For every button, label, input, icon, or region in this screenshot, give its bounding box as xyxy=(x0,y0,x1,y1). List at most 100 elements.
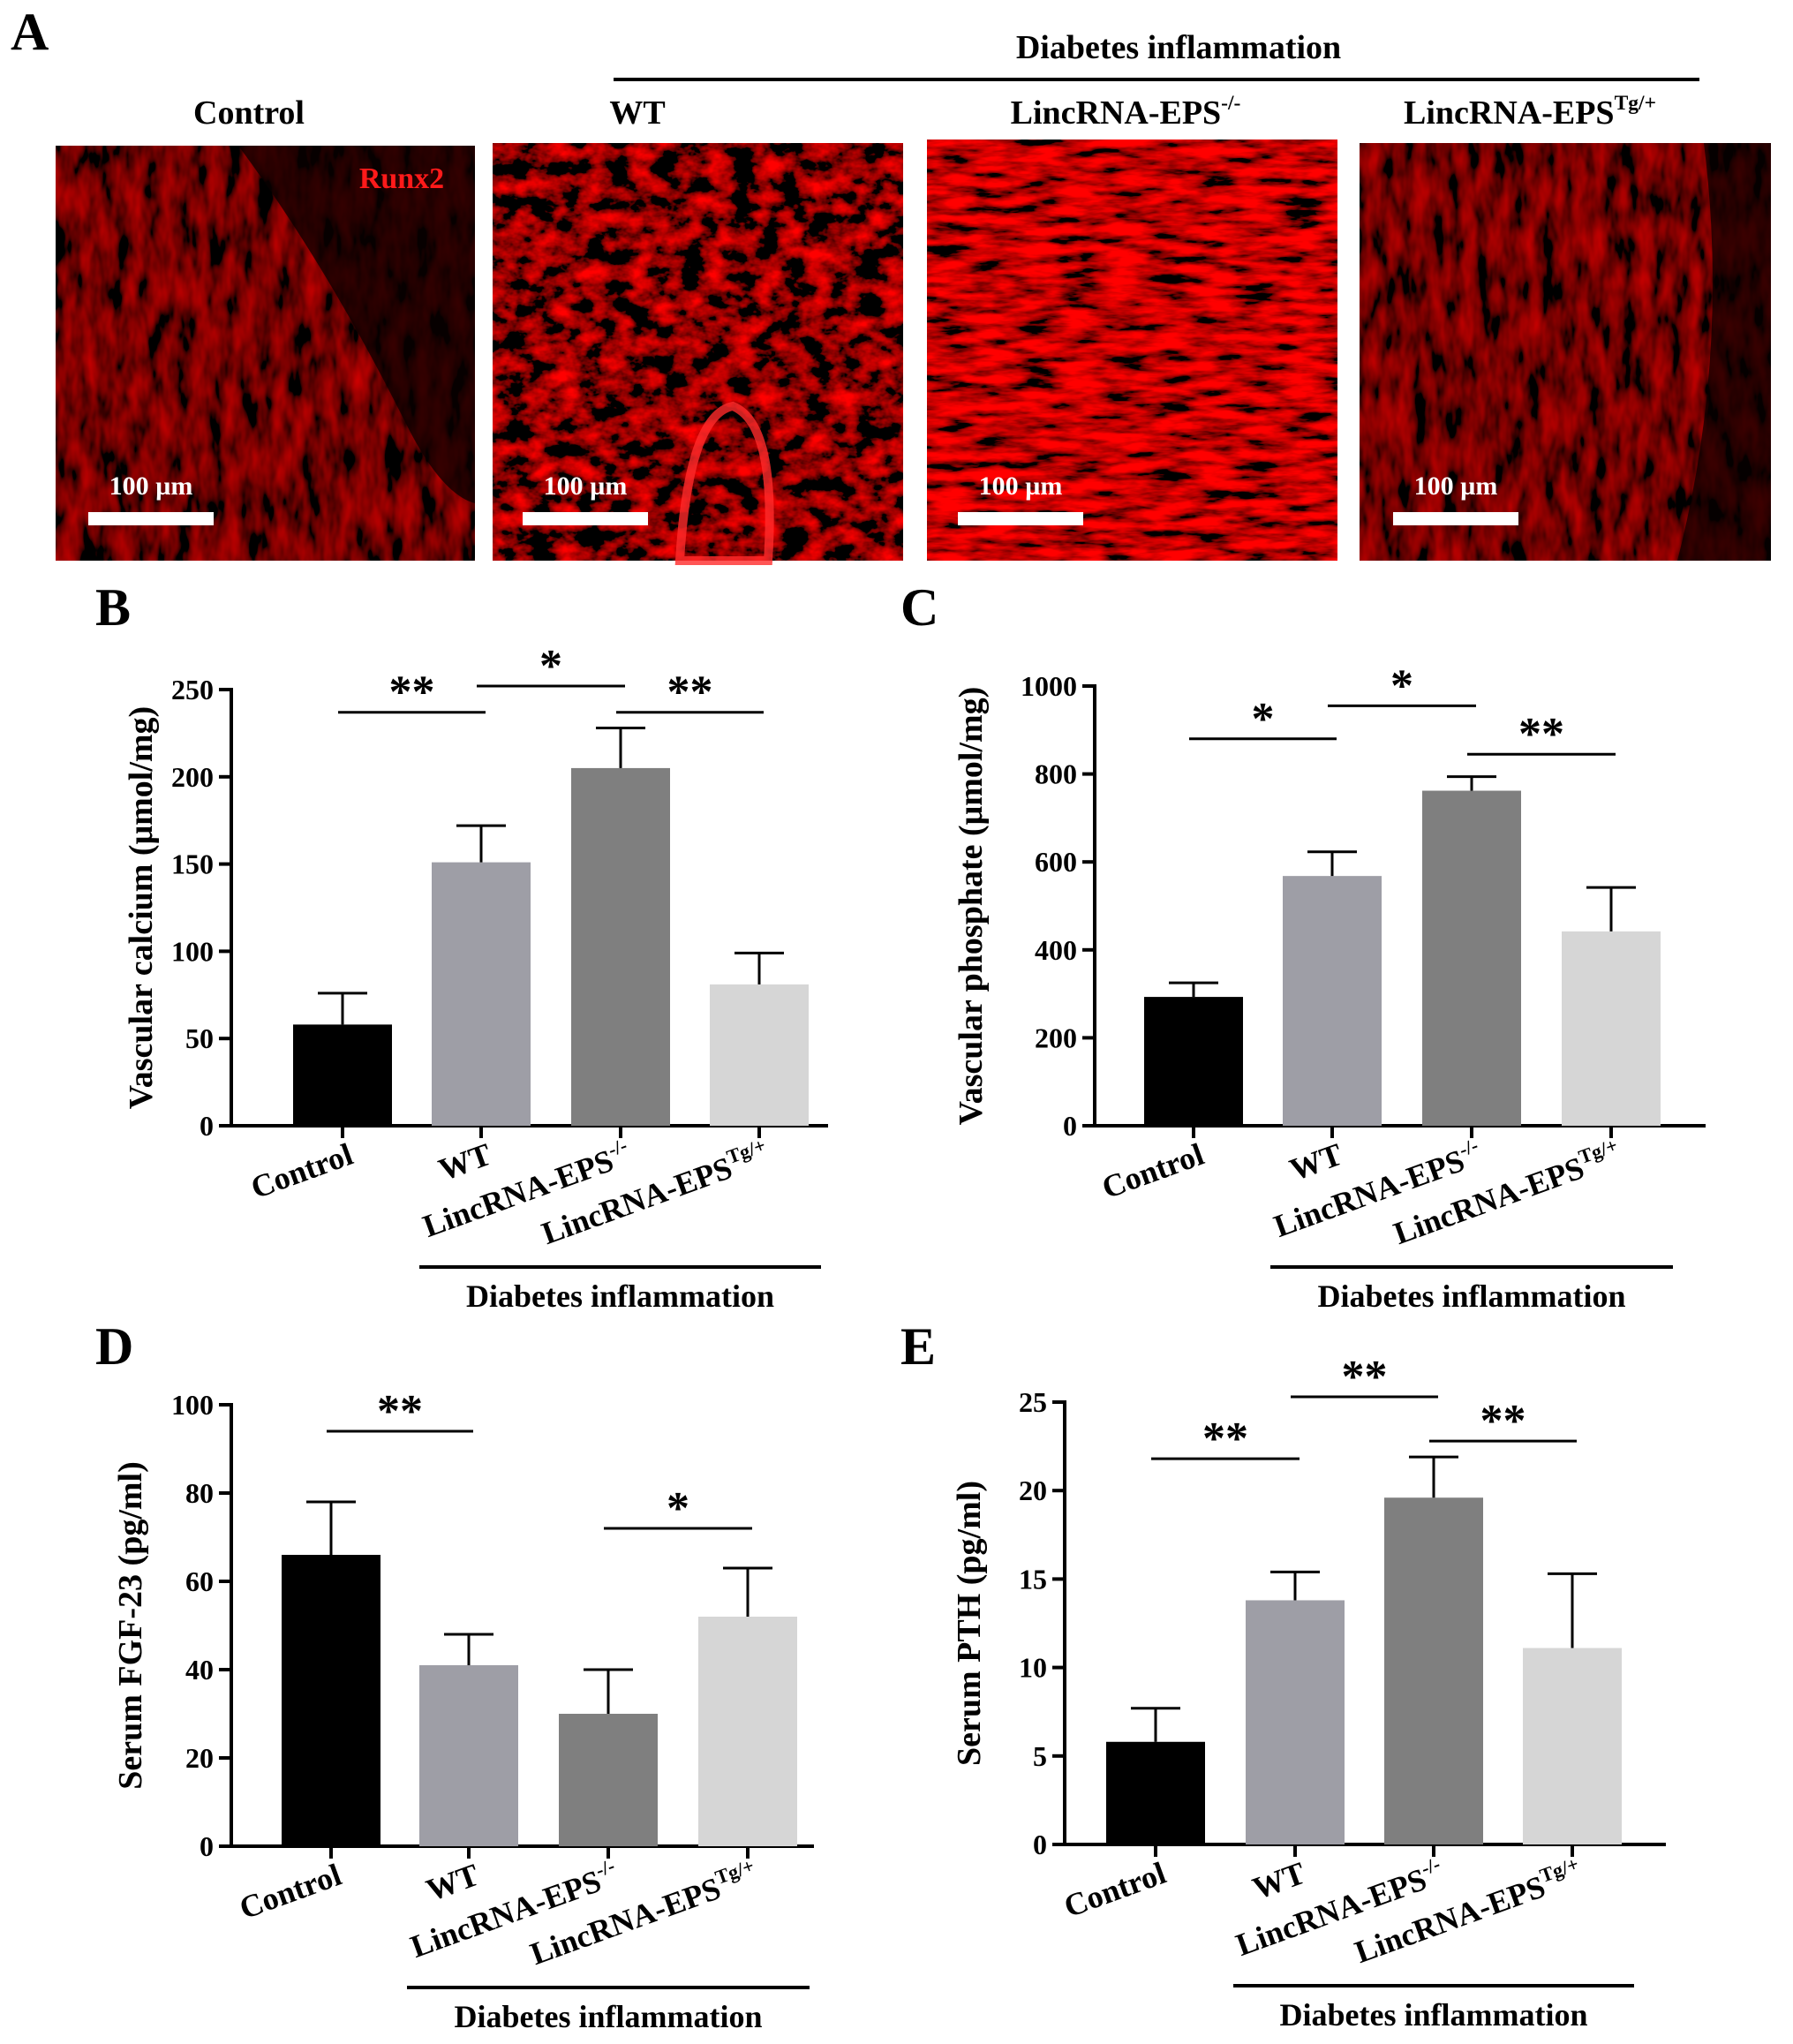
y-tick-label: 150 xyxy=(171,849,214,880)
y-tick-label: 20 xyxy=(1019,1475,1047,1506)
category-label: WT xyxy=(1285,1136,1347,1188)
significance-label: ** xyxy=(1202,1414,1248,1464)
category-name: WT xyxy=(422,1857,484,1908)
y-tick-label: 600 xyxy=(1035,846,1077,878)
bar-c-2 xyxy=(1422,790,1521,1126)
micrograph-wt-signal xyxy=(493,143,903,561)
category-name: Control xyxy=(235,1857,346,1926)
category-name: WT xyxy=(434,1136,496,1188)
bar-b-1 xyxy=(432,862,531,1126)
micrograph-wt: 100 µm xyxy=(493,143,903,565)
bar-e-3 xyxy=(1523,1648,1622,1844)
significance-label: * xyxy=(539,641,562,691)
bar-d-1 xyxy=(419,1665,518,1846)
y-tick-label: 15 xyxy=(1019,1563,1047,1595)
y-tick-label: 0 xyxy=(200,1110,214,1142)
panel-letter-d: D xyxy=(95,1317,133,1376)
panel-letter-e: E xyxy=(900,1317,936,1376)
panel-letter-b: B xyxy=(95,578,131,637)
group-label: Diabetes inflammation xyxy=(1318,1278,1626,1314)
y-tick-label: 400 xyxy=(1035,934,1077,966)
y-tick-label: 0 xyxy=(200,1830,214,1862)
group-label: Diabetes inflammation xyxy=(455,1999,763,2034)
significance-label: ** xyxy=(389,668,435,718)
micrograph-ko: 100 µm xyxy=(927,140,1337,561)
image-title-tg-name: LincRNA-EPS xyxy=(1404,94,1615,132)
group-label: Diabetes inflammation xyxy=(1280,1997,1588,2033)
image-title-wt: WT xyxy=(609,94,665,132)
y-tick-label: 25 xyxy=(1019,1386,1047,1418)
category-label: Control xyxy=(1097,1136,1209,1205)
y-axis-label: Vascular phosphate (μmol/mg) xyxy=(953,687,990,1126)
bar-d-2 xyxy=(559,1714,658,1846)
y-tick-label: 250 xyxy=(171,674,214,705)
bar-e-1 xyxy=(1246,1600,1345,1844)
panel-letter-a: A xyxy=(11,3,49,61)
category-label: Control xyxy=(235,1857,346,1926)
bar-c-3 xyxy=(1562,931,1661,1126)
category-name: WT xyxy=(1285,1136,1347,1188)
category-label: LincRNA-EPSTg/+ xyxy=(524,1854,762,1972)
y-tick-label: 0 xyxy=(1033,1829,1047,1860)
y-axis-label: Serum FGF-23 (pg/ml) xyxy=(112,1461,149,1790)
panel-a: A Diabetes inflammation Control WT LincR… xyxy=(11,3,1771,565)
image-title-ko-name: LincRNA-EPS xyxy=(1011,94,1222,132)
category-name: WT xyxy=(1248,1855,1310,1906)
bar-d-0 xyxy=(282,1555,380,1846)
image-title-ko-sup: -/- xyxy=(1221,92,1240,115)
category-name: Control xyxy=(1097,1136,1209,1205)
significance-label: ** xyxy=(667,668,713,718)
micrograph-wt-vessel xyxy=(674,401,774,565)
bar-b-2 xyxy=(571,767,670,1126)
bar-d-3 xyxy=(698,1617,797,1846)
y-tick-label: 40 xyxy=(185,1654,214,1686)
y-tick-label: 200 xyxy=(1035,1022,1077,1053)
significance-label: ** xyxy=(1518,709,1564,759)
bar-b-3 xyxy=(710,984,809,1126)
panel-d: D 0 20 40 60 80 100 Serum FGF-23 (pg/ml) Contro… xyxy=(95,1317,814,2034)
stain-label: Runx2 xyxy=(359,162,444,195)
significance-label: ** xyxy=(1342,1352,1388,1402)
micrograph-tg: 100 µm xyxy=(1360,143,1771,561)
y-tick-label: 60 xyxy=(185,1565,214,1597)
image-title-ko: LincRNA-EPS-/- xyxy=(1011,92,1241,132)
y-tick-label: 1000 xyxy=(1021,670,1077,702)
bar-b-0 xyxy=(293,1024,392,1126)
scale-label-ko: 100 µm xyxy=(979,471,1063,501)
image-title-tg-sup: Tg/+ xyxy=(1615,92,1656,115)
y-tick-label: 800 xyxy=(1035,758,1077,790)
category-name: Control xyxy=(246,1136,358,1205)
micrograph-ko-signal xyxy=(927,140,1337,561)
bar-e-0 xyxy=(1106,1741,1205,1844)
significance-label: ** xyxy=(377,1386,423,1437)
category-label: WT xyxy=(434,1136,496,1188)
category-label: WT xyxy=(1248,1855,1310,1906)
group-label-a: Diabetes inflammation xyxy=(1016,29,1341,66)
bar-c-1 xyxy=(1283,876,1382,1126)
micrograph-control-lumen xyxy=(238,146,475,503)
significance-label: * xyxy=(1252,694,1275,744)
y-axis-label: Serum PTH (pg/ml) xyxy=(951,1481,988,1766)
bar-c-0 xyxy=(1144,997,1243,1126)
scale-bar-wt xyxy=(523,512,648,525)
group-label: Diabetes inflammation xyxy=(466,1278,774,1314)
scale-label-tg: 100 µm xyxy=(1414,471,1498,501)
micrograph-tg-lumen xyxy=(1677,143,1771,561)
significance-label: * xyxy=(1390,660,1413,711)
category-sup: Tg/+ xyxy=(724,1134,769,1168)
y-tick-label: 100 xyxy=(171,935,214,967)
category-label: Control xyxy=(246,1136,358,1205)
category-name: Control xyxy=(1059,1855,1171,1924)
image-title-tg: LincRNA-EPSTg/+ xyxy=(1404,92,1656,132)
y-tick-label: 50 xyxy=(185,1022,214,1054)
y-tick-label: 80 xyxy=(185,1477,214,1509)
category-label: Control xyxy=(1059,1855,1171,1924)
category-sup: Tg/+ xyxy=(712,1854,757,1889)
micrograph-control: Runx2 100 µm xyxy=(56,146,475,561)
scale-label-control: 100 µm xyxy=(109,471,193,501)
image-title-control: Control xyxy=(193,94,305,132)
category-label: LincRNA-EPSTg/+ xyxy=(1388,1134,1625,1251)
panel-b: B 0 50 100 150 200 250 Vascular calcium (μmol/… xyxy=(95,578,828,1314)
